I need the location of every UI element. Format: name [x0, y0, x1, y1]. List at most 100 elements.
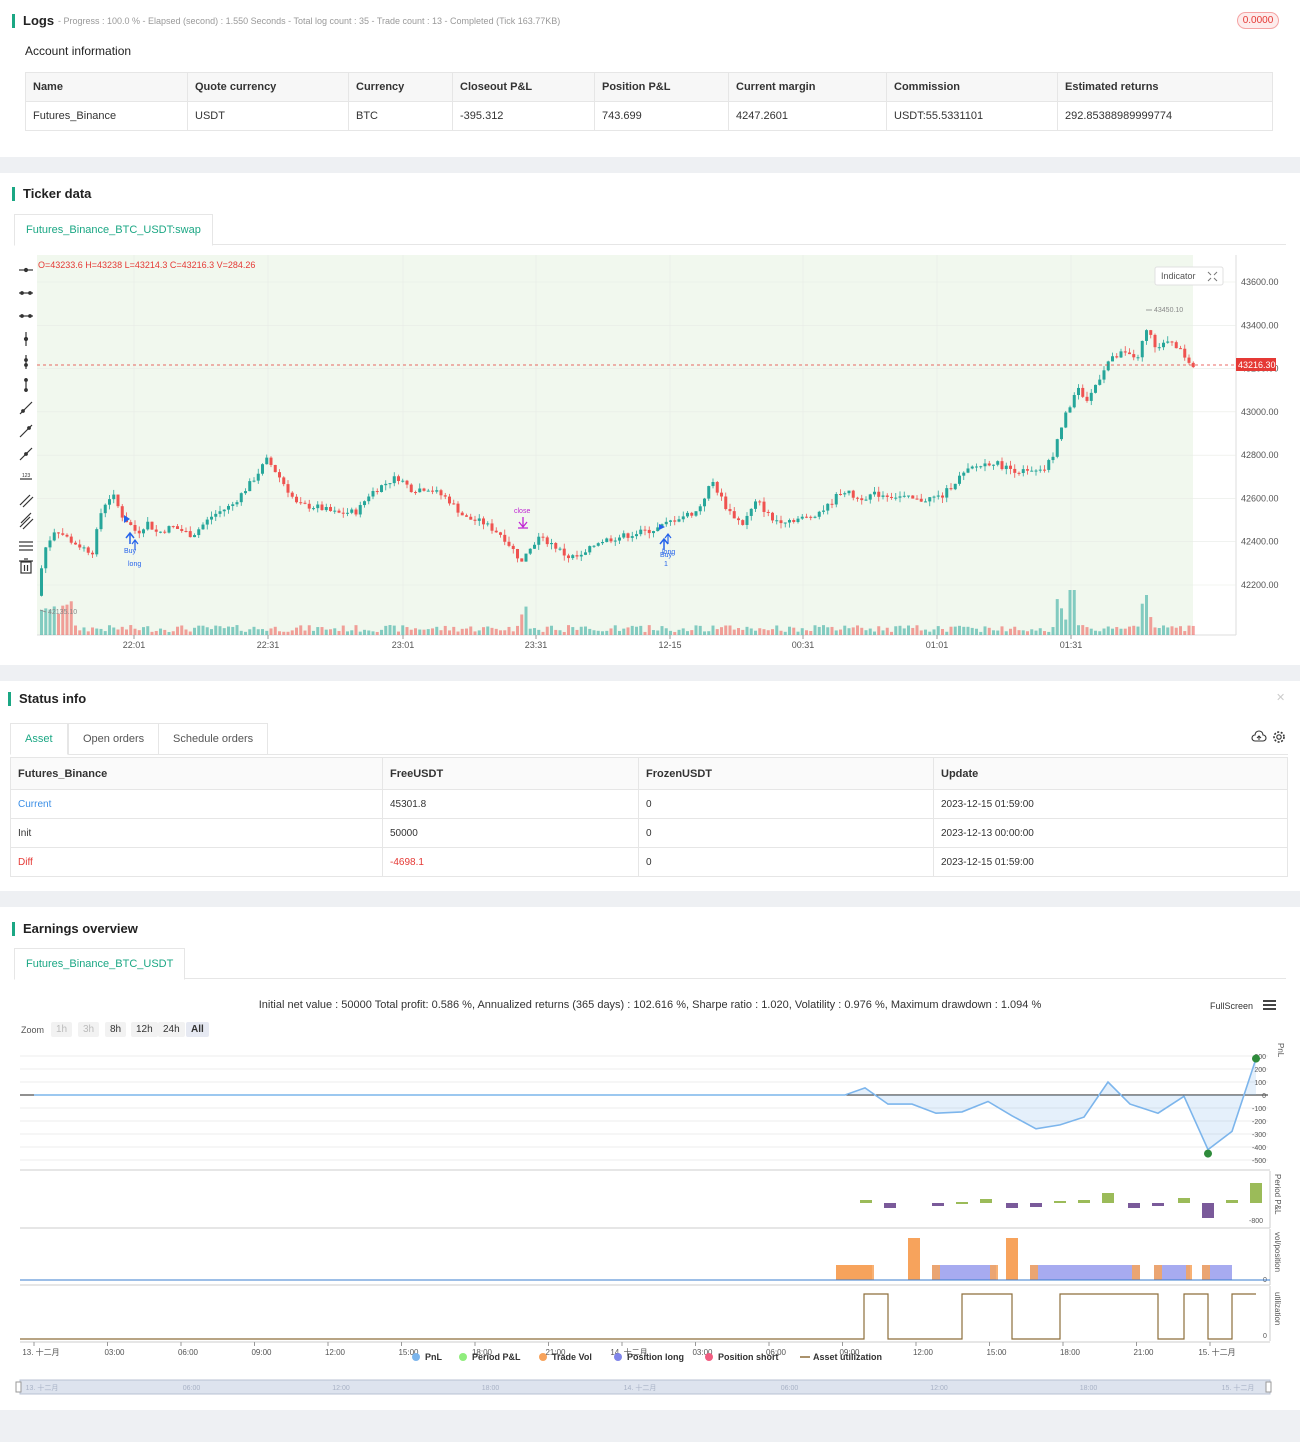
buy-arrow-icon — [125, 531, 135, 544]
logs-badge[interactable]: 0.0000 — [1237, 12, 1279, 29]
horizontal-line-icon[interactable] — [19, 267, 33, 273]
tab-earnings-symbol[interactable]: Futures_Binance_BTC_USDT — [14, 948, 186, 980]
tab-open-orders[interactable]: Open orders — [68, 723, 160, 754]
candle-body — [418, 488, 422, 493]
volume-bar — [864, 630, 868, 635]
cell-commission: USDT:55.5331101 — [886, 101, 1058, 131]
zoom-label: Zoom — [21, 1025, 45, 1035]
candle-body — [1179, 348, 1182, 350]
candle-body — [601, 542, 604, 544]
candle-body — [792, 520, 796, 522]
volume-bar — [987, 627, 991, 635]
volume-bar — [1119, 628, 1123, 635]
volume-bar — [354, 625, 358, 635]
candle-body — [664, 521, 668, 525]
close-icon[interactable]: ✕ — [1276, 692, 1286, 704]
fib-levels-icon[interactable] — [19, 541, 33, 551]
volume-bar — [273, 626, 277, 635]
candle-body — [312, 508, 315, 510]
legend-item[interactable]: PnL — [425, 1352, 443, 1362]
trade-vol-bar — [1006, 1238, 1018, 1280]
trend-line-icon[interactable] — [19, 401, 33, 415]
volume-bar — [103, 631, 107, 635]
trend-ray-icon[interactable] — [19, 424, 33, 438]
volume-bar — [235, 625, 239, 635]
candle-body — [1123, 351, 1127, 353]
gear-icon[interactable] — [1272, 730, 1286, 744]
volume-bar — [426, 629, 430, 635]
zoom-3h-button[interactable]: 3h — [78, 1022, 100, 1037]
vertical-line-icon[interactable] — [23, 332, 29, 346]
candle-body — [482, 518, 485, 525]
price-label-icon[interactable]: 123 — [20, 473, 32, 480]
candle-body — [932, 496, 936, 498]
volume-bar — [409, 629, 413, 635]
candle-body — [732, 511, 736, 519]
tab-asset[interactable]: Asset — [10, 723, 68, 755]
volume-bar — [116, 629, 120, 635]
candle-body — [129, 522, 133, 525]
volume-bar — [418, 629, 422, 635]
volume-bar — [150, 631, 154, 635]
x-tick-label: 03:00 — [104, 1348, 125, 1357]
col-position-pnl: Position P&L — [594, 72, 729, 102]
candle-body — [320, 504, 324, 511]
legend-item[interactable]: Asset utilization — [813, 1352, 882, 1362]
count-label: 1 — [664, 561, 668, 568]
navigator-right-handle[interactable] — [1265, 1381, 1272, 1393]
fib-icon[interactable] — [19, 512, 34, 530]
pnl-tick-label: 0 — [1262, 1093, 1266, 1100]
x-tick-label: 21:00 — [1133, 1348, 1154, 1357]
fullscreen-button[interactable]: FullScreen — [1210, 1001, 1254, 1011]
navigator-tick-label: 06:00 — [183, 1385, 201, 1392]
cell-free: -4698.1 — [382, 847, 639, 877]
expand-icon[interactable] — [1207, 271, 1218, 282]
candle-body — [205, 519, 209, 525]
candle-body — [754, 501, 757, 509]
volume-bar — [647, 625, 651, 635]
volume-bar — [193, 627, 196, 635]
zoom-8h-button[interactable]: 8h — [105, 1022, 127, 1037]
volume-bar — [873, 631, 876, 635]
zoom-1h-button[interactable]: 1h — [51, 1022, 73, 1037]
legend-item[interactable]: Period P&L — [472, 1352, 521, 1362]
cross-line-icon[interactable] — [24, 355, 28, 369]
cloud-icon[interactable] — [1251, 730, 1267, 744]
zoom-all-button[interactable]: All — [186, 1022, 209, 1037]
candle-body — [813, 516, 817, 518]
legend-item[interactable]: Trade Vol — [552, 1352, 592, 1362]
vertical-segment-icon[interactable] — [24, 378, 28, 392]
candle-body — [1055, 439, 1059, 457]
parallel-channel-icon[interactable] — [19, 494, 34, 508]
zoom-12h-button[interactable]: 12h — [131, 1022, 158, 1037]
tab-schedule-orders[interactable]: Schedule orders — [158, 723, 269, 754]
candle-body — [1060, 427, 1063, 440]
entry-marker-icon — [124, 515, 130, 523]
volume-bar — [142, 627, 145, 635]
candle-body — [184, 530, 188, 532]
volume-bar — [732, 629, 736, 635]
volume-bar — [1183, 631, 1187, 635]
candle-body — [907, 495, 910, 497]
tab-ticker-symbol[interactable]: Futures_Binance_BTC_USDT:swap — [14, 214, 213, 246]
zoom-24h-button[interactable]: 24h — [158, 1022, 185, 1037]
legend-item[interactable]: Position long — [627, 1352, 684, 1362]
indicator-button[interactable]: Indicator — [1154, 266, 1224, 286]
legend-item[interactable]: Position short — [718, 1352, 779, 1362]
candlestick-chart[interactable]: 43600.0043400.0043200.0043000.0042800.00… — [0, 247, 1290, 657]
ray-icon[interactable] — [19, 291, 33, 295]
earnings-chart[interactable]: 300 200 100 0 -100 -200 -300 -400 -500 PnL Perio… — [0, 1042, 1300, 1442]
volume-bar — [558, 630, 562, 635]
candle-body — [894, 497, 898, 499]
candle-body — [333, 510, 337, 512]
trash-icon[interactable] — [19, 558, 33, 574]
volume-bar — [979, 631, 983, 635]
menu-icon[interactable] — [1263, 1000, 1276, 1010]
tab-underline — [14, 978, 1286, 979]
navigator-left-handle[interactable] — [15, 1381, 22, 1393]
price-tick-label: 43600.00 — [1241, 277, 1279, 287]
candle-body — [503, 534, 507, 542]
extended-line-icon[interactable] — [19, 314, 33, 318]
candle-body — [1128, 352, 1131, 355]
trend-extended-icon[interactable] — [19, 447, 33, 461]
